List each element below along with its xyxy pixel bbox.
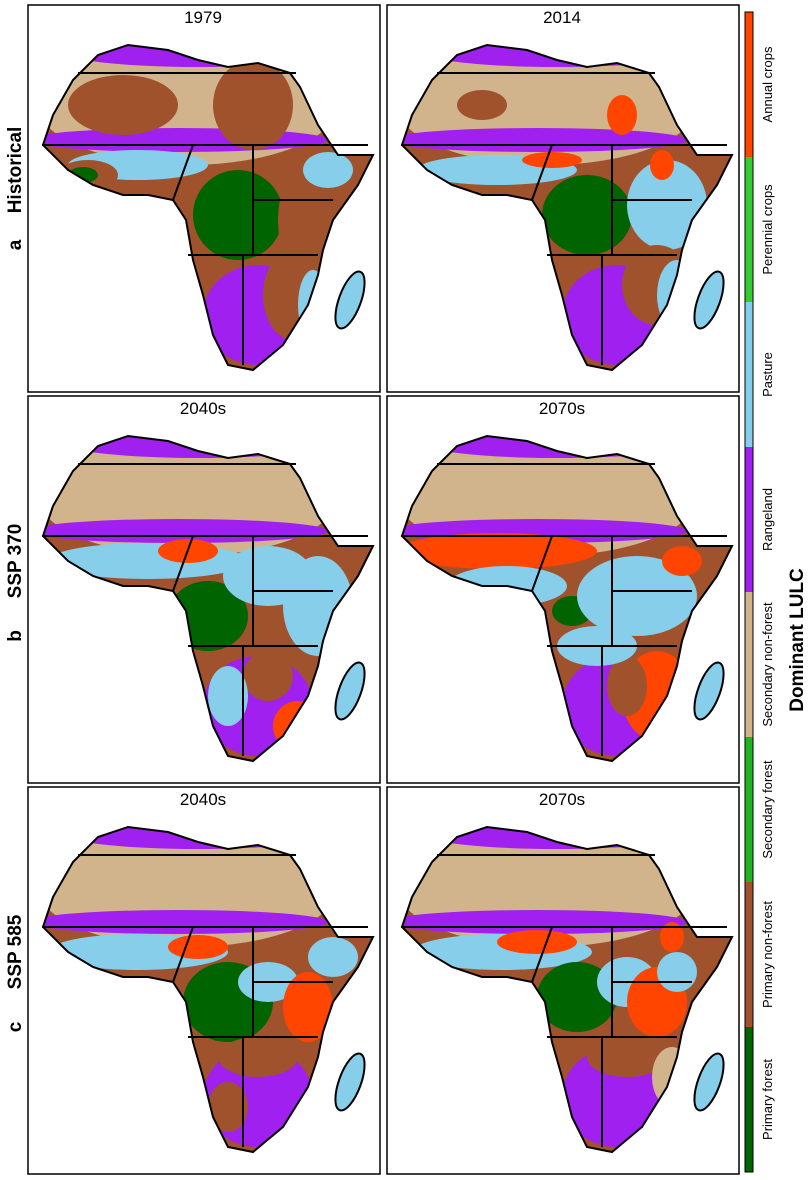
region-line	[531, 535, 553, 592]
legend-label: Secondary forest	[760, 760, 775, 859]
panel-title: 2040s	[180, 790, 226, 809]
legend-label: Rangeland	[760, 488, 775, 551]
lulc-region	[68, 75, 178, 135]
lulc-region	[650, 150, 674, 180]
madagascar	[693, 661, 725, 721]
lulc-region	[43, 910, 328, 934]
legend-swatch	[745, 302, 753, 447]
madagascar	[693, 1052, 725, 1112]
row-letter: c	[5, 1021, 26, 1032]
legend-swatch	[745, 592, 753, 737]
lulc-region	[537, 962, 617, 1032]
legend-swatch	[745, 12, 753, 157]
madagascar	[334, 270, 366, 330]
row-label: SSP 585	[5, 914, 26, 989]
map-panel: 2040s	[27, 395, 381, 784]
legend-swatch	[745, 447, 753, 592]
panel-title: 1979	[184, 8, 222, 27]
legend-swatch	[745, 882, 753, 1027]
madagascar	[693, 270, 725, 330]
row-letter: a	[5, 239, 26, 250]
region-line	[172, 926, 194, 983]
panel-title: 2070s	[539, 790, 585, 809]
lulc-region	[522, 152, 582, 168]
lulc-region	[308, 937, 358, 977]
legend-label: Perennial crops	[760, 184, 775, 275]
lulc-region	[283, 972, 333, 1042]
lulc-region	[542, 175, 632, 255]
panel-title: 2070s	[539, 399, 585, 418]
lulc-region	[627, 160, 707, 250]
legend-label: Primary non-forest	[760, 901, 775, 1008]
lulc-region	[402, 128, 687, 152]
map-panel: 2070s	[386, 395, 740, 784]
legend-title: Dominant LULC	[787, 568, 808, 712]
map-panel: 2014	[386, 4, 740, 393]
map-panel: 1979	[27, 4, 381, 393]
lulc-region	[402, 533, 597, 569]
legend-swatch	[745, 1027, 753, 1172]
map-panel: 2070s	[386, 786, 740, 1175]
lulc-region	[457, 90, 507, 120]
legend-label: Primary forest	[760, 1059, 775, 1140]
row-label: Historical	[5, 127, 26, 214]
lulc-region	[208, 1082, 248, 1132]
lulc-region	[303, 152, 353, 188]
lulc-region	[218, 1037, 298, 1077]
lulc-region	[208, 666, 248, 726]
row-label: SSP 370	[5, 524, 26, 599]
lulc-region	[660, 922, 684, 952]
region-line	[172, 144, 194, 201]
legend-label: Secondary non-forest	[760, 602, 775, 727]
row-letter: b	[5, 630, 26, 642]
legend-frame	[744, 11, 754, 1173]
panel-title: 2014	[543, 8, 581, 27]
map-panel: 2040s	[27, 786, 381, 1175]
lulc-region	[607, 656, 647, 716]
madagascar	[334, 661, 366, 721]
legend-swatch	[745, 157, 753, 302]
lulc-region	[662, 546, 702, 576]
lulc-region	[577, 556, 697, 636]
lulc-region	[587, 1037, 667, 1077]
legend-label: Pasture	[760, 352, 775, 397]
madagascar	[334, 1052, 366, 1112]
lulc-region	[168, 935, 228, 959]
region-line	[531, 926, 553, 983]
lulc-region	[497, 930, 577, 954]
lulc-region	[213, 60, 293, 150]
lulc-region	[193, 170, 283, 260]
lulc-region	[43, 519, 328, 543]
lulc-region	[243, 651, 293, 701]
legend-swatch	[745, 737, 753, 882]
region-line	[172, 535, 194, 592]
region-line	[531, 144, 553, 201]
legend-label: Annual crops	[760, 46, 775, 122]
panel-title: 2040s	[180, 399, 226, 418]
lulc-region	[607, 95, 637, 135]
lulc-region	[657, 952, 697, 992]
